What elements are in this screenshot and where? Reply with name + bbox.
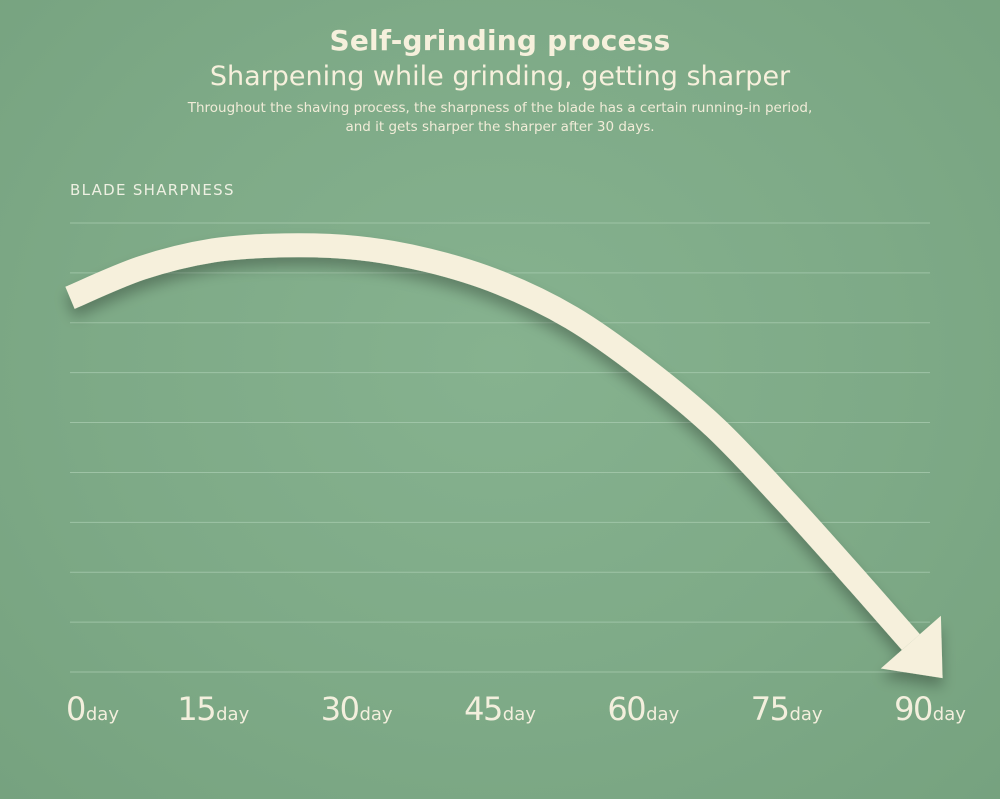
x-tick-unit: day	[216, 704, 250, 725]
x-tick-label: 60day	[607, 690, 679, 728]
x-tick-value: 75	[750, 690, 790, 728]
sharpness-curve-group	[65, 233, 943, 679]
x-tick-value: 15	[177, 690, 216, 728]
x-tick-unit: day	[646, 704, 680, 725]
arrow-head	[880, 615, 943, 679]
x-tick-value: 30	[320, 690, 360, 728]
x-tick-unit: day	[359, 704, 393, 725]
x-tick-unit: day	[85, 704, 119, 725]
y-axis-label: BLADE SHARPNESS	[70, 181, 235, 199]
x-tick-unit: day	[502, 704, 536, 725]
x-tick-label: 45day	[464, 690, 536, 728]
x-tick-label: 30day	[321, 690, 393, 728]
x-tick-unit: day	[789, 704, 823, 725]
chart-subtitle: Sharpening while grinding, getting sharp…	[209, 61, 791, 92]
x-tick-label: 75day	[751, 690, 823, 728]
sharpness-curve	[65, 233, 920, 651]
chart-description: Throughout the shaving process, the shar…	[100, 99, 900, 137]
sharpness-arrow	[65, 233, 943, 679]
description-line-2: and it gets sharper the sharper after 30…	[345, 119, 655, 135]
x-tick-value: 0	[66, 690, 86, 728]
description-line-1: Throughout the shaving process, the shar…	[187, 100, 813, 116]
x-tick-value: 90	[894, 690, 933, 728]
x-tick-unit: day	[932, 704, 966, 725]
x-tick-label: 0day	[66, 690, 119, 728]
x-tick-value: 60	[607, 690, 646, 728]
x-tick-value: 45	[464, 690, 503, 728]
x-tick-label: 15day	[177, 690, 249, 728]
x-tick-label: 90day	[894, 690, 966, 728]
chart-title: Self-grinding process	[329, 24, 671, 57]
